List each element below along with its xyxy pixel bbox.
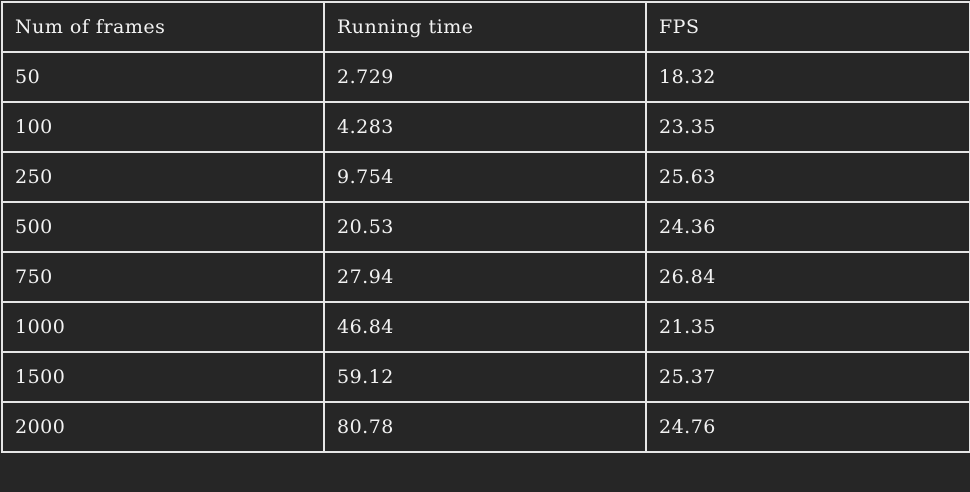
table-row: 2000 80.78 24.76	[1, 401, 970, 453]
data-table: Num of frames Running time FPS 50 2.729 …	[1, 1, 970, 453]
cell-fps: 24.36	[645, 201, 970, 253]
cell-num-frames: 1000	[1, 301, 325, 353]
cell-num-frames: 500	[1, 201, 325, 253]
header-fps: FPS	[645, 1, 970, 53]
table-row: 1500 59.12 25.37	[1, 351, 970, 403]
table-row: 750 27.94 26.84	[1, 251, 970, 303]
header-num-frames: Num of frames	[1, 1, 325, 53]
cell-num-frames: 750	[1, 251, 325, 303]
cell-running-time: 59.12	[323, 351, 647, 403]
table-row: 50 2.729 18.32	[1, 51, 970, 103]
cell-running-time: 80.78	[323, 401, 647, 453]
cell-num-frames: 2000	[1, 401, 325, 453]
cell-fps: 25.37	[645, 351, 970, 403]
cell-num-frames: 100	[1, 101, 325, 153]
cell-fps: 18.32	[645, 51, 970, 103]
cell-fps: 21.35	[645, 301, 970, 353]
table-row: 500 20.53 24.36	[1, 201, 970, 253]
cell-running-time: 46.84	[323, 301, 647, 353]
header-running-time: Running time	[323, 1, 647, 53]
cell-fps: 25.63	[645, 151, 970, 203]
table-row: 100 4.283 23.35	[1, 101, 970, 153]
table-header-row: Num of frames Running time FPS	[1, 1, 970, 53]
cell-running-time: 9.754	[323, 151, 647, 203]
cell-num-frames: 50	[1, 51, 325, 103]
cell-num-frames: 1500	[1, 351, 325, 403]
table-row: 250 9.754 25.63	[1, 151, 970, 203]
cell-running-time: 4.283	[323, 101, 647, 153]
cell-fps: 24.76	[645, 401, 970, 453]
cell-running-time: 27.94	[323, 251, 647, 303]
cell-fps: 26.84	[645, 251, 970, 303]
cell-running-time: 2.729	[323, 51, 647, 103]
cell-fps: 23.35	[645, 101, 970, 153]
cell-num-frames: 250	[1, 151, 325, 203]
table-row: 1000 46.84 21.35	[1, 301, 970, 353]
cell-running-time: 20.53	[323, 201, 647, 253]
